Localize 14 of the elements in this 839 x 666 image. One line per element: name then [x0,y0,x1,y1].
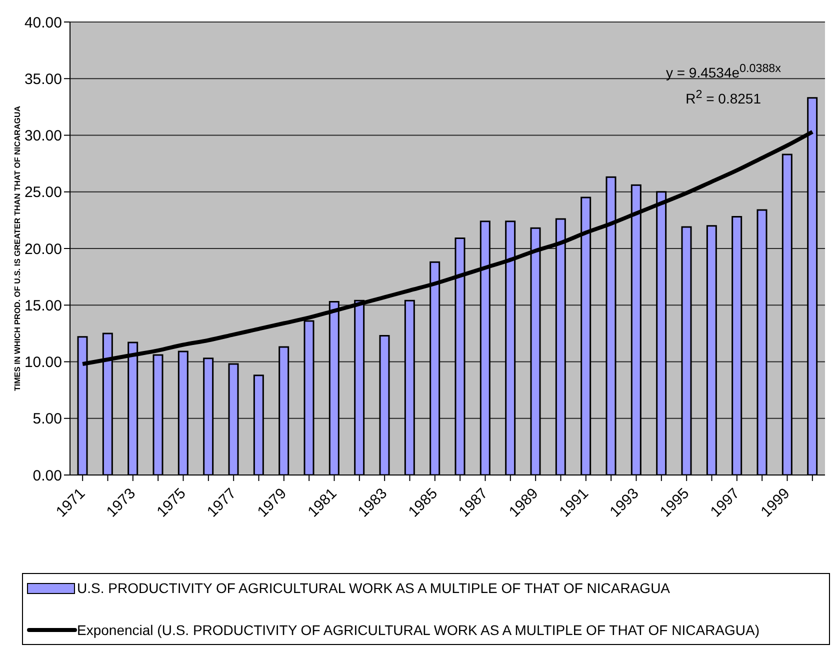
y-tick-label: 35.00 [24,70,62,88]
y-tick-label: 20.00 [24,240,62,258]
y-tick-label: 0.00 [32,467,62,484]
y-tick-label: 30.00 [24,128,62,145]
legend-label: U.S. PRODUCTIVITY OF AGRICULTURAL WORK AS A MULTIPLE OF THAT OF NICARAGUA [77,580,670,596]
annotation: y = 9.4534e$^{0.0388x}$ [666,61,781,83]
y-tick-label: 5.00 [32,410,62,428]
annotation: R$^{2}$ = 0.8251 [684,86,761,108]
legend-label: Exponencial (U.S. PRODUCTIVITY OF AGRICULTURAL WORK AS A MULTIPLE OF THAT OF NICARAGUA) [77,622,760,638]
y-tick-label: 10.00 [24,354,62,372]
y-tick-label: 25.00 [24,184,62,202]
y-axis-title: TIMES IN WHICH PROD. OF U.S. IS GREATER THAN THAT OF NICARAGUA [12,106,22,392]
y-tick-label: 40.00 [24,14,62,32]
y-tick-label: 15.00 [24,297,62,314]
